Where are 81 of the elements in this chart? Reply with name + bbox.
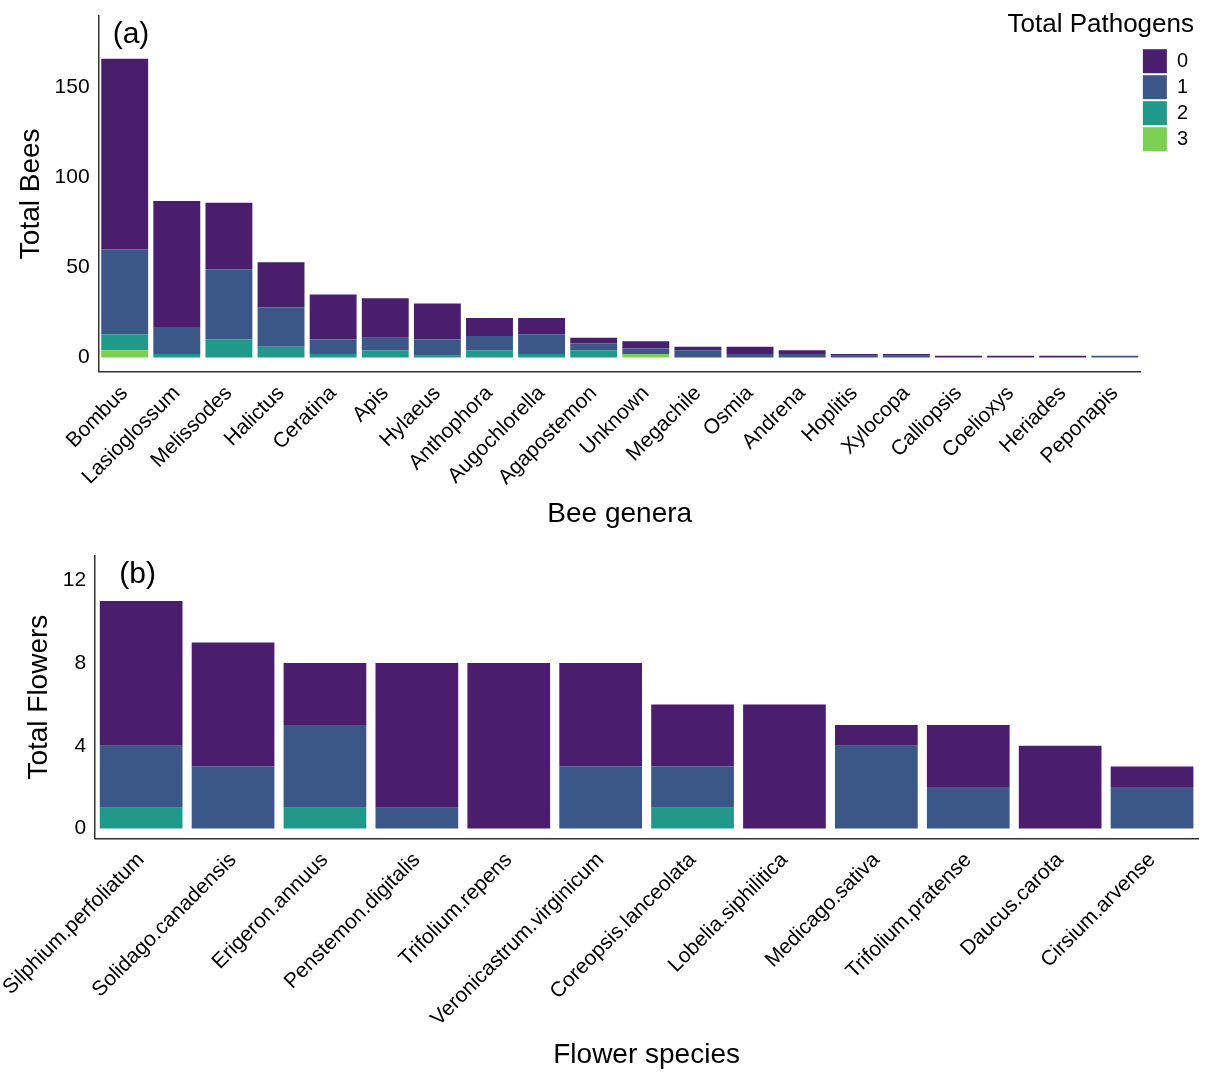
bar — [778, 353, 826, 358]
bar — [101, 58, 149, 250]
bar — [1018, 745, 1102, 829]
bar — [570, 350, 618, 358]
legend-label: 2 — [1176, 100, 1188, 123]
bar — [518, 317, 566, 335]
bar — [518, 334, 566, 354]
bar — [257, 346, 305, 358]
bar — [101, 334, 149, 351]
bar — [375, 807, 459, 829]
bar — [309, 294, 357, 340]
y-tick-label: 4 — [74, 732, 87, 756]
bar — [622, 353, 670, 358]
y-axis-title: Total Bees — [13, 128, 45, 260]
y-tick-label: 8 — [74, 649, 87, 673]
y-tick-label: 50 — [66, 254, 90, 278]
bar — [413, 303, 461, 340]
bar — [361, 350, 409, 358]
bar — [99, 807, 183, 829]
bar — [651, 807, 734, 829]
bar — [283, 807, 367, 829]
bar — [466, 335, 513, 351]
legend-label: 3 — [1176, 126, 1188, 149]
y-tick-label: 12 — [62, 567, 87, 591]
bar — [309, 339, 357, 354]
bar — [101, 249, 149, 335]
x-axis-title: Bee genera — [547, 496, 693, 528]
bar — [99, 601, 183, 746]
bar — [622, 348, 670, 354]
bar — [466, 350, 513, 358]
bar — [205, 339, 253, 358]
bar — [570, 343, 618, 351]
bar — [153, 326, 201, 354]
bar — [205, 269, 253, 340]
bar — [1110, 766, 1194, 788]
bar — [622, 341, 670, 349]
bar — [778, 350, 826, 354]
bar — [153, 353, 201, 358]
bar — [651, 704, 734, 767]
bar — [674, 350, 722, 358]
x-axis-title: Flower species — [553, 1037, 740, 1069]
y-tick-label: 150 — [54, 74, 90, 98]
bar — [466, 317, 513, 336]
bar — [375, 663, 459, 808]
legend-label: 1 — [1176, 74, 1188, 97]
bar — [559, 766, 643, 829]
y-axis-title: Total Flowers — [21, 614, 53, 780]
annotation: (b) — [119, 555, 156, 589]
bar — [361, 337, 409, 351]
bar — [257, 262, 305, 308]
bar — [926, 787, 1010, 829]
bar — [559, 663, 643, 767]
bar — [101, 350, 149, 358]
bar — [743, 704, 826, 829]
legend-label: 0 — [1176, 48, 1188, 71]
bar — [518, 353, 566, 358]
bar — [191, 642, 275, 767]
bar — [309, 353, 357, 358]
bar — [99, 745, 183, 808]
bar — [726, 346, 774, 354]
bar — [835, 745, 918, 829]
bar — [570, 337, 618, 344]
bar — [651, 766, 734, 808]
y-tick-label: 0 — [77, 344, 90, 368]
bar — [467, 663, 551, 829]
bar — [191, 766, 275, 829]
bar — [726, 353, 774, 358]
legend-title: Total Pathogens — [1007, 8, 1194, 39]
bar — [1110, 787, 1194, 829]
bar — [283, 663, 367, 726]
annotation: (a) — [112, 15, 150, 49]
bar — [205, 202, 253, 270]
bar — [153, 200, 201, 327]
bar — [926, 725, 1010, 788]
bar — [413, 339, 461, 356]
y-tick-label: 100 — [54, 164, 90, 188]
y-tick-label: 0 — [74, 815, 87, 839]
bar — [361, 298, 409, 338]
bar — [283, 725, 367, 808]
bar — [257, 307, 305, 347]
bar — [835, 725, 918, 746]
